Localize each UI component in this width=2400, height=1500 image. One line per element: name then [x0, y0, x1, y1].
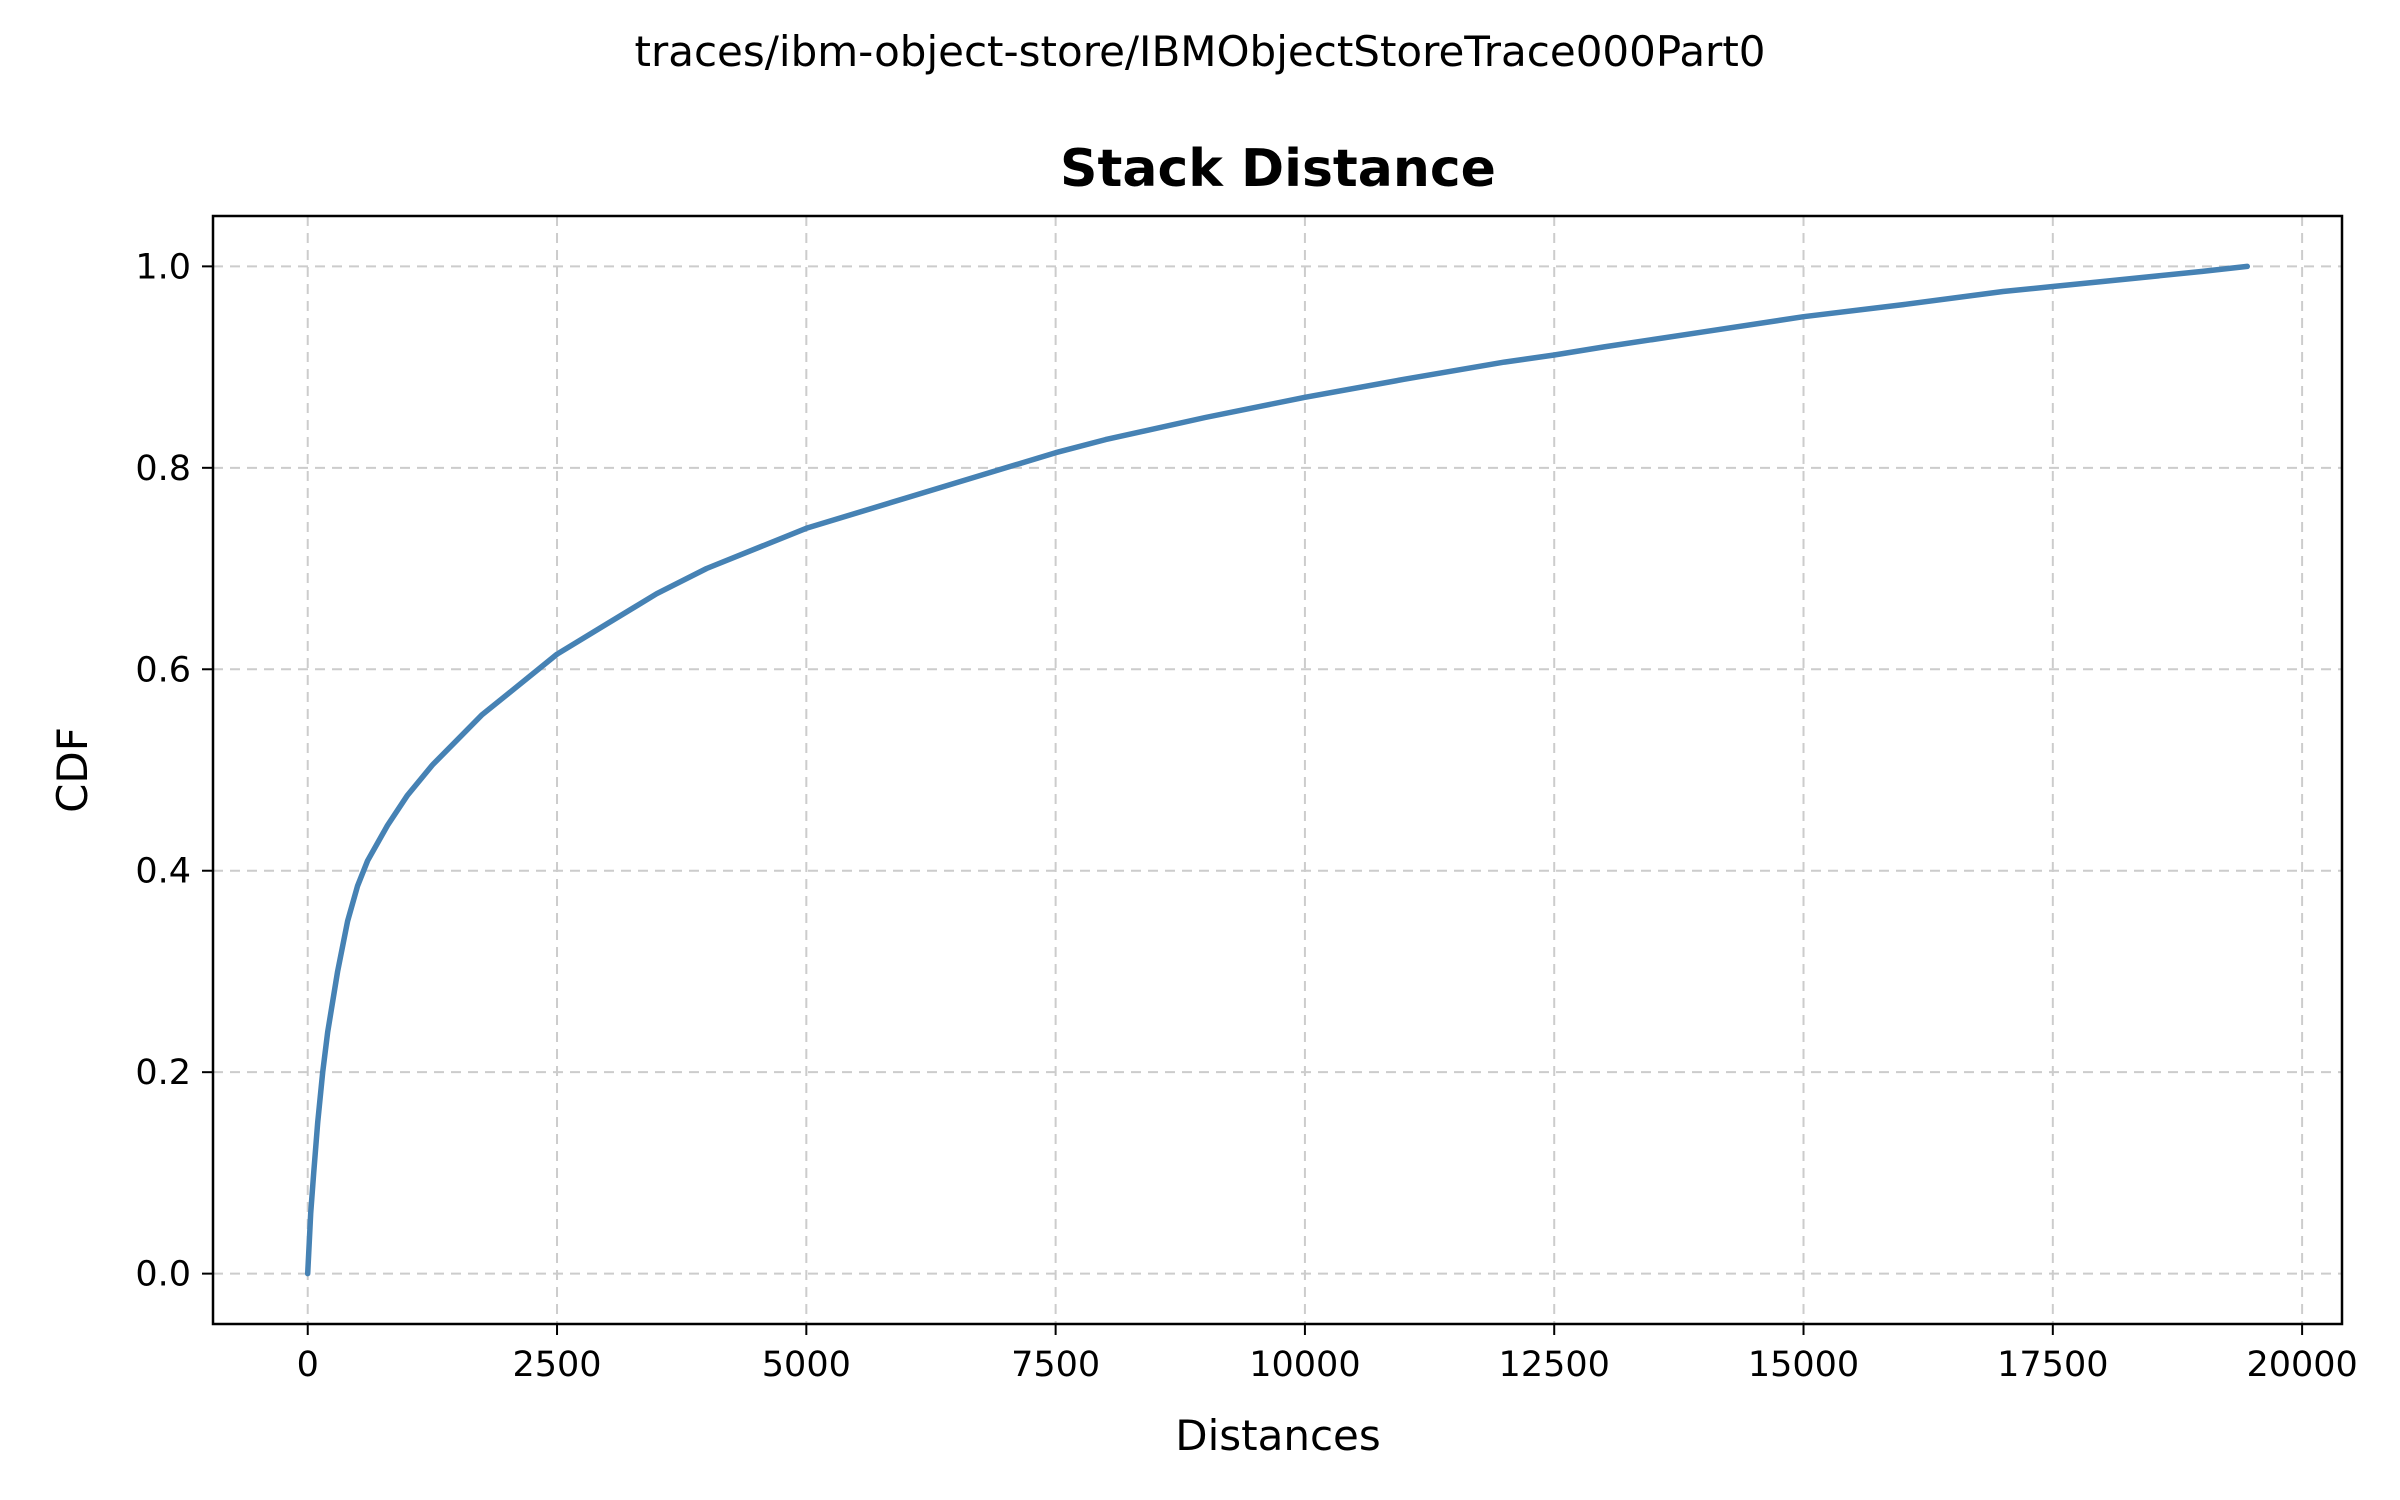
chart-title: Stack Distance: [1060, 139, 1496, 199]
x-tick-label: 17500: [1997, 1345, 2108, 1385]
x-tick-label: 12500: [1499, 1345, 1610, 1385]
y-tick-label: 0.8: [135, 449, 191, 489]
tick-layer: 0 2500 5000 7500 10000 12500 15000 17500 20000 0.…: [135, 247, 2357, 1385]
series-layer: [304, 263, 2251, 1277]
x-tick-label: 5000: [762, 1345, 851, 1385]
y-axis-label: CDF: [48, 727, 97, 813]
y-tick-label: 0.2: [135, 1053, 191, 1093]
y-tick-label: 1.0: [135, 247, 191, 287]
x-tick-label: 2500: [512, 1345, 601, 1385]
x-tick-label: 0: [297, 1345, 319, 1385]
x-tick-label: 7500: [1011, 1345, 1100, 1385]
x-axis-label: Distances: [1175, 1411, 1381, 1460]
y-tick-label: 0.6: [135, 650, 191, 690]
x-tick-label: 15000: [1748, 1345, 1859, 1385]
x-tick-label: 20000: [2246, 1345, 2357, 1385]
y-tick-label: 0.4: [135, 852, 191, 892]
x-tick-label: 10000: [1249, 1345, 1360, 1385]
grid-layer: [213, 216, 2342, 1324]
y-tick-label: 0.0: [135, 1255, 191, 1295]
chart-suptitle: traces/ibm-object-store/IBMObjectStoreTr…: [634, 27, 1765, 76]
plot-frame: [211, 214, 2344, 1326]
cdf-series-line: [304, 263, 2251, 1277]
